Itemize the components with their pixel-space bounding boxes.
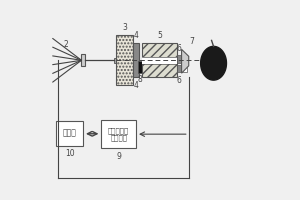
Bar [177,55,182,63]
Bar [133,43,139,77]
Bar [177,65,182,72]
Text: 8: 8 [138,75,142,84]
Text: 3: 3 [122,23,127,32]
Text: 控制与信号
处理电路: 控制与信号 处理电路 [108,127,129,141]
Bar [82,54,85,66]
Bar [116,35,133,85]
Text: 6: 6 [177,44,182,53]
Bar [114,58,117,63]
Text: 9: 9 [116,152,121,161]
Polygon shape [201,46,226,80]
Bar [142,43,177,77]
Text: 5: 5 [157,31,162,40]
Text: 4: 4 [134,31,139,40]
Bar [56,121,83,146]
Bar [142,57,177,64]
Polygon shape [182,49,189,73]
Text: 7: 7 [189,37,194,46]
Text: 10: 10 [65,149,74,158]
Text: 4: 4 [134,81,139,90]
Text: 触摸屏: 触摸屏 [63,129,76,138]
Bar [101,120,136,148]
Text: 6: 6 [177,76,182,85]
Bar [182,55,187,72]
Text: 2: 2 [64,40,69,49]
Bar [138,61,142,73]
